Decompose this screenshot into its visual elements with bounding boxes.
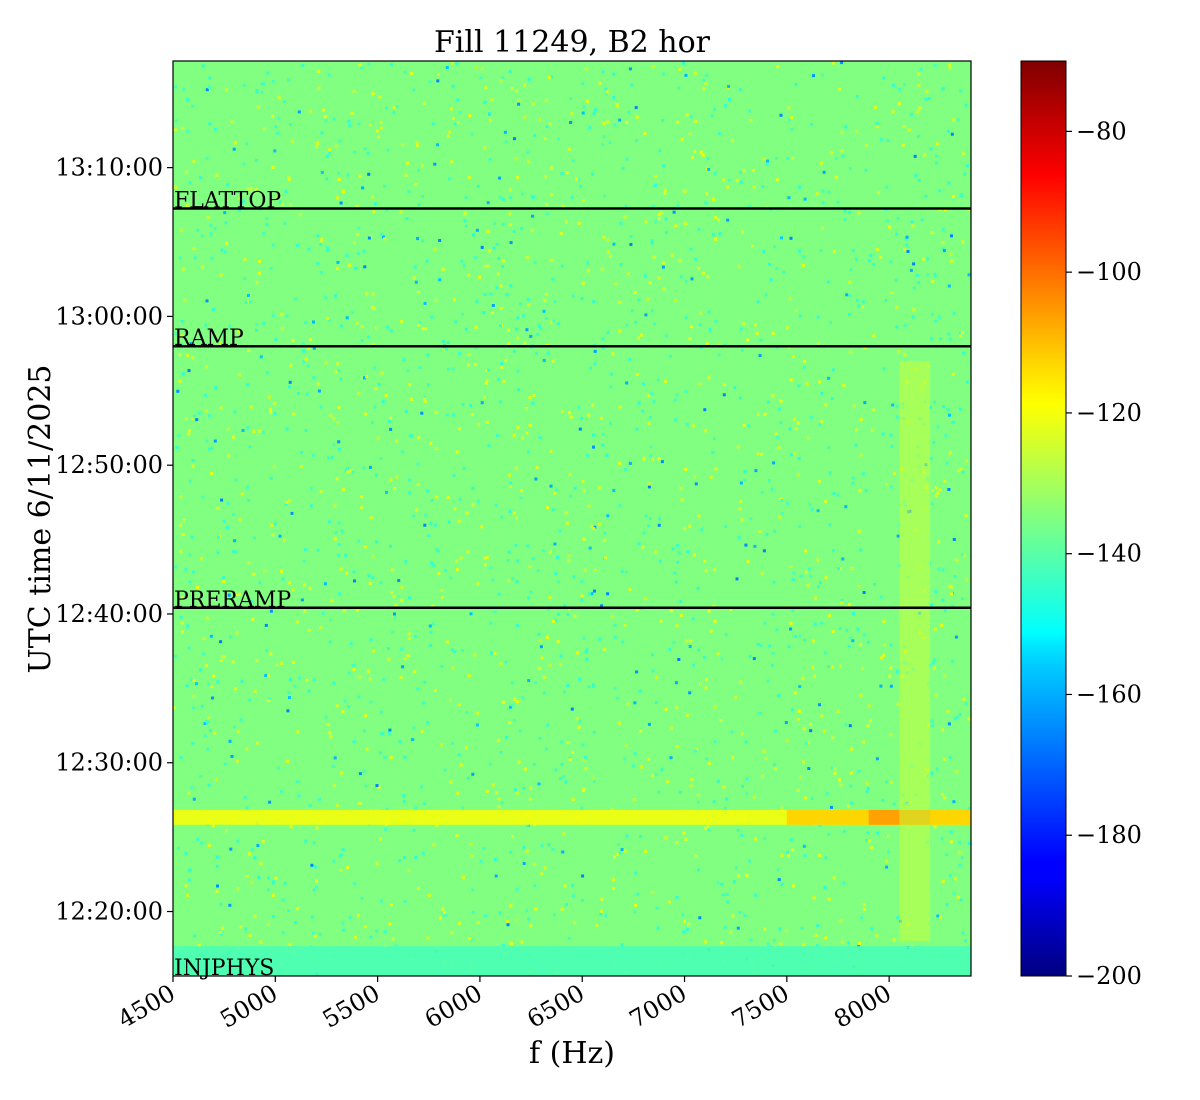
y-tick-label: 12:50:00 [55, 451, 163, 479]
heatmap-feature-0 [173, 946, 971, 976]
x-tick-label: 8000 [829, 979, 896, 1034]
x-tick-label: 5000 [215, 979, 282, 1034]
y-tick-label: 12:30:00 [55, 749, 163, 777]
y-tick-label: 13:10:00 [55, 154, 163, 182]
colorbar-tick-label: −180 [1076, 821, 1142, 849]
x-tick-label: 5500 [318, 979, 385, 1034]
heatmap-feature-4 [899, 361, 931, 942]
y-tick-label: 12:20:00 [55, 898, 163, 926]
marker-label-ramp: RAMP [174, 326, 244, 351]
colorbar-tick-label: −200 [1076, 962, 1142, 990]
x-tick-label: 7000 [625, 979, 692, 1034]
marker-label-preramp: PRERAMP [174, 588, 291, 613]
chart-title: Fill 11249, B2 hor [434, 25, 711, 60]
marker-label-injphys: INJPHYS [174, 956, 274, 981]
x-axis-label: f (Hz) [529, 1036, 615, 1071]
x-tick-label: 6000 [420, 979, 487, 1034]
x-tick-label: 7500 [727, 979, 794, 1034]
heatmap-noise [173, 61, 971, 976]
y-tick-label: 13:00:00 [55, 302, 163, 330]
phase-markers: INJPHYS PRERAMP RAMP FLATTOP [173, 189, 971, 981]
x-axis-ticks: 4500 5000 5500 6000 6500 7000 7500 8000 [113, 976, 896, 1034]
colorbar [1020, 60, 1067, 977]
colorbar-tick-label: −80 [1076, 117, 1127, 145]
colorbar-tick-label: −100 [1076, 258, 1142, 286]
y-axis-label: UTC time 6/11/2025 [23, 365, 58, 674]
x-tick-label: 6500 [522, 979, 589, 1034]
heatmap-feature-1 [173, 809, 971, 825]
marker-label-flattop: FLATTOP [174, 189, 281, 214]
x-tick-label: 4500 [113, 979, 180, 1034]
colorbar-tick-label: −160 [1076, 680, 1142, 708]
colorbar-ticks: −80 −100 −120 −140 −160 −180 −200 [1066, 117, 1142, 990]
heatmap-layer [173, 61, 971, 976]
y-axis-ticks: 12:20:00 12:30:00 12:40:00 12:50:00 13:00:00… [55, 154, 173, 926]
colorbar-tick-label: −120 [1076, 399, 1142, 427]
y-tick-label: 12:40:00 [55, 600, 163, 628]
colorbar-tick-label: −140 [1076, 540, 1142, 568]
plot-frame [172, 60, 972, 977]
